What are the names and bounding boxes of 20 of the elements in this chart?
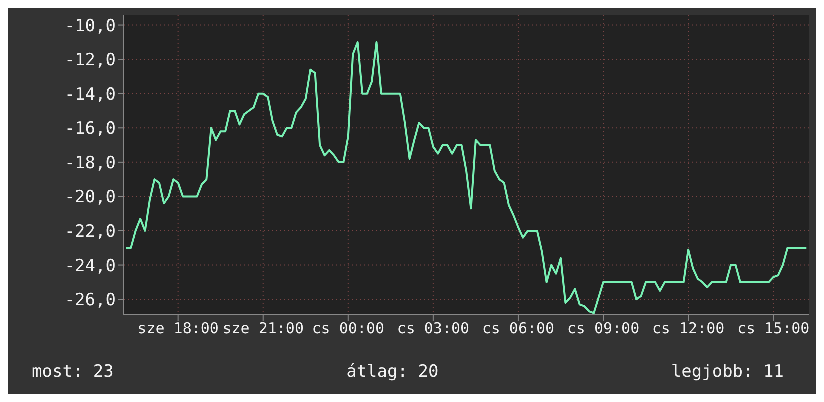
x-tick-label: cs 09:00 — [567, 320, 640, 338]
x-tick-label: cs 06:00 — [482, 320, 555, 338]
x-tick-label: sze 18:00 — [138, 320, 219, 338]
text: átlag: 20 — [346, 362, 439, 382]
y-tick-label: -14,0 — [64, 84, 116, 105]
text: legjobb: 11 — [671, 362, 784, 382]
x-tick-label: sze 21:00 — [222, 320, 304, 338]
y-tick-label: -12,0 — [64, 50, 116, 71]
x-tick-label: cs 15:00 — [737, 320, 810, 338]
y-tick-label: -18,0 — [64, 153, 116, 174]
x-tick-label: cs 12:00 — [652, 320, 725, 338]
y-tick-label: -10,0 — [64, 16, 116, 36]
x-tick-label: cs 03:00 — [397, 320, 470, 338]
y-tick-label: -24,0 — [64, 256, 116, 276]
y-tick-label: -16,0 — [64, 119, 116, 140]
y-tick-label: -20,0 — [64, 188, 116, 208]
y-tick-label: -26,0 — [64, 290, 116, 311]
x-tick-label: cs 00:00 — [312, 320, 385, 338]
y-tick-label: -22,0 — [64, 222, 116, 242]
text: most: 23 — [32, 362, 114, 382]
